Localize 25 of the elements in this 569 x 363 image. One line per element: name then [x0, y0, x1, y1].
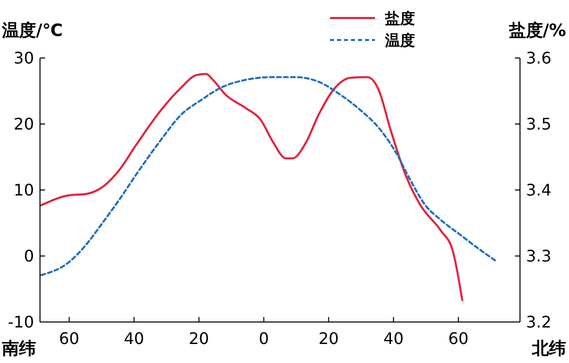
line-series — [40, 76, 498, 276]
x-tick-label: 40 — [124, 329, 144, 348]
x-tick-label: 20 — [188, 329, 210, 348]
x-tick-label: 60 — [59, 329, 80, 348]
y-tick-label: 0 — [24, 246, 34, 266]
legend-label: 温度 — [384, 31, 415, 50]
y-tick-label: 30 — [14, 48, 34, 68]
line-series — [40, 72, 464, 302]
y2-tick-label: 3.4 — [526, 180, 552, 200]
x-tick-label: 20 — [318, 329, 339, 348]
y2-axis-title: 盐度/% — [508, 21, 566, 41]
y2-tick-label: 3.3 — [526, 246, 552, 266]
y2-tick-label: 3.6 — [526, 48, 552, 68]
x-tick-label: 40 — [383, 329, 404, 348]
y2-tick-label: 3.2 — [526, 312, 552, 332]
y2-tick-label: 3.5 — [526, 114, 552, 134]
y-axis-title: 温度/℃ — [1, 21, 63, 41]
y-tick-label: -10 — [8, 312, 34, 332]
y-tick-label: 20 — [14, 114, 34, 134]
legend-label: 盐度 — [384, 9, 415, 28]
x-tick-label: 0 — [258, 329, 269, 348]
y-tick-label: 10 — [14, 180, 34, 200]
text: 北纬 — [531, 339, 566, 359]
x-tick-label: 60 — [448, 329, 469, 348]
text: 南纬 — [1, 339, 36, 359]
